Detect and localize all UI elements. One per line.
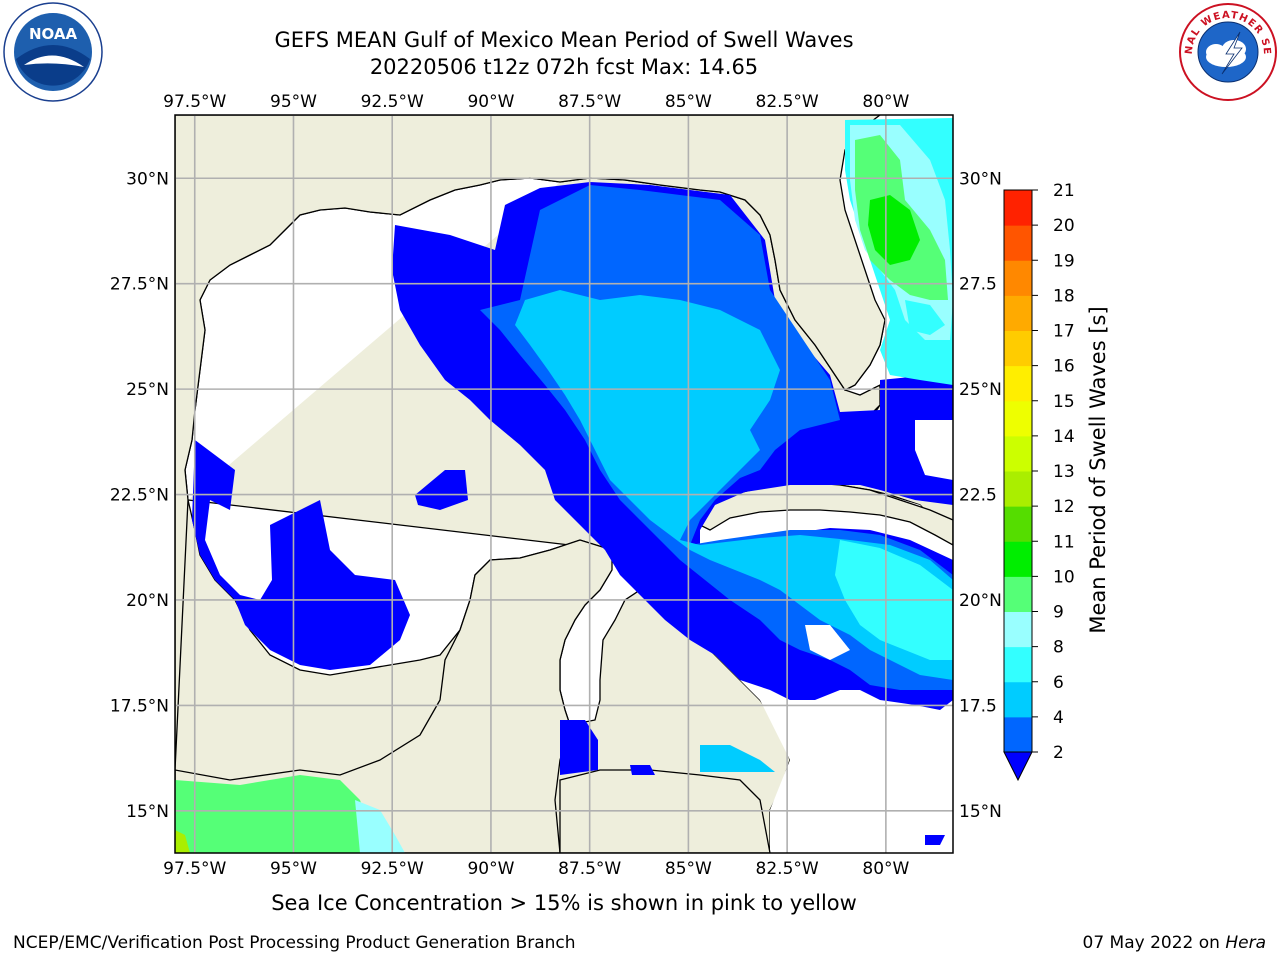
- lat-tick-label-left: 17.5°N: [110, 696, 169, 716]
- contour-se-blob: [925, 835, 945, 845]
- lat-tick-label-left: 30°N: [126, 169, 169, 189]
- lon-tick-label-bottom: 85°W: [665, 859, 712, 879]
- colorbar-tick-label: 14: [1053, 427, 1075, 447]
- contour-honduras-4: [700, 745, 775, 772]
- colorbar-tick-label: 20: [1053, 216, 1075, 236]
- colorbar-segment: [1004, 435, 1032, 472]
- colorbar-segment: [1004, 330, 1032, 367]
- colorbar-segment: [1004, 611, 1032, 648]
- lat-tick-label-right: 30°N: [959, 169, 1002, 189]
- lon-tick-label-bottom: 97.5°W: [163, 859, 226, 879]
- lon-tick-label-top: 95°W: [270, 92, 317, 112]
- lon-tick-label-bottom: 82.5°W: [756, 859, 819, 879]
- colorbar-segment: [1004, 541, 1032, 577]
- chart-subtitle: 20220506 t12z 072h fcst Max: 14.65: [369, 55, 759, 79]
- contour-honduras-blob: [630, 765, 655, 775]
- lon-tick-label-top: 85°W: [665, 92, 712, 112]
- colorbar-tick-label: 17: [1053, 322, 1075, 342]
- lat-tick-label-right: 17.5: [959, 696, 997, 716]
- lon-tick-label-bottom: 87.5°W: [558, 859, 621, 879]
- lon-tick-label-bottom: 92.5°W: [361, 859, 424, 879]
- chart-title: GEFS MEAN Gulf of Mexico Mean Period of …: [274, 28, 854, 52]
- colorbar-tick-label: 13: [1053, 462, 1075, 482]
- colorbar-tick-label: 16: [1053, 357, 1075, 377]
- colorbar-segment: [1004, 576, 1032, 612]
- colorbar-segment: [1004, 681, 1032, 718]
- colorbar-tick-label: 2: [1053, 743, 1064, 763]
- date-stamp: 07 May 2022 on Hera: [1083, 933, 1267, 953]
- colorbar-extend-arrow: [1003, 751, 1033, 782]
- grid-lines: [175, 115, 953, 853]
- map-frame: [174, 114, 954, 854]
- lon-tick-label-top: 90°W: [467, 92, 514, 112]
- contour-atlantic-10: [868, 195, 920, 265]
- lon-tick-label-top: 92.5°W: [361, 92, 424, 112]
- lat-tick-label-left: 22.5°N: [110, 486, 169, 506]
- colorbar-segment: [1004, 716, 1032, 753]
- colorbar-segment: [1004, 190, 1032, 226]
- lat-tick-label-left: 27.5°N: [110, 275, 169, 295]
- colorbar-label: Mean Period of Swell Waves [s]: [1086, 306, 1110, 634]
- sea-ice-note: Sea Ice Concentration > 15% is shown in …: [271, 891, 857, 915]
- contour-honduras-2: [560, 720, 598, 775]
- tick-labels: 97.5°W 97.5°W 95°W 95°W 92.5°W 92.5°W 90°W 90°W…: [110, 92, 1002, 879]
- colorbar-tick-label: 15: [1053, 392, 1075, 412]
- colorbar-segment: [1004, 260, 1032, 296]
- lat-tick-label-left: 15°N: [126, 802, 169, 822]
- lon-tick-label-bottom: 90°W: [467, 859, 514, 879]
- colorbar-segment: [1004, 400, 1032, 437]
- contour-under-2-west: [192, 440, 410, 670]
- lat-tick-label-right: 22.5: [959, 486, 997, 506]
- colorbar: 2 4 6 8 9 10 11 12 13 14 15 16 17 18 19 20 21: [1003, 181, 1075, 782]
- lat-tick-label-right: 27.5: [959, 275, 997, 295]
- lon-tick-label-top: 87.5°W: [558, 92, 621, 112]
- colorbar-segment: [1004, 506, 1032, 542]
- credit-text: NCEP/EMC/Verification Post Processing Pr…: [13, 933, 576, 953]
- colorbar-segment: [1004, 225, 1032, 261]
- lon-tick-label-top: 80°W: [862, 92, 909, 112]
- contour-pacific-11: [175, 830, 190, 853]
- lat-tick-label-left: 20°N: [126, 591, 169, 611]
- colorbar-tick-label: 21: [1053, 181, 1075, 201]
- colorbar-tick-label: 6: [1053, 673, 1064, 693]
- colorbar-tick-label: 8: [1053, 638, 1064, 658]
- lat-tick-label-right: 20°N: [959, 591, 1002, 611]
- colorbar-segment: [1004, 295, 1032, 331]
- colorbar-segment: [1004, 365, 1032, 402]
- date-text: 07 May 2022 on: [1082, 933, 1220, 953]
- contour-cay-gap: [805, 625, 850, 660]
- contour-east-gap: [915, 420, 953, 480]
- colorbar-tick-label: 4: [1053, 708, 1064, 728]
- colorbar-tick-label: 19: [1053, 251, 1075, 271]
- map-area: [175, 115, 953, 853]
- lon-tick-label-top: 82.5°W: [756, 92, 819, 112]
- lon-tick-label-bottom: 95°W: [270, 859, 317, 879]
- lon-tick-label-top: 97.5°W: [163, 92, 226, 112]
- colorbar-segment: [1004, 646, 1032, 683]
- colorbar-tick-label: 10: [1053, 567, 1075, 587]
- lat-tick-label-right: 15°N: [959, 802, 1002, 822]
- noaa-logo: NOAA: [3, 2, 103, 102]
- lon-tick-label-bottom: 80°W: [862, 859, 909, 879]
- host-text: Hera: [1225, 933, 1266, 953]
- contour-pacific-9: [175, 775, 375, 853]
- contour-under-2-blob: [415, 470, 468, 510]
- lat-tick-label-right: 25°N: [959, 380, 1002, 400]
- colorbar-tick-label: 9: [1053, 603, 1064, 623]
- colorbar-tick-label: 18: [1053, 286, 1075, 306]
- contour-atlantic-low: [905, 300, 945, 335]
- colorbar-segment: [1004, 471, 1032, 507]
- lat-tick-label-left: 25°N: [126, 380, 169, 400]
- nws-logo: NATIONAL WEATHER SERVICE: [1178, 2, 1277, 101]
- colorbar-tick-label: 11: [1053, 532, 1075, 552]
- noaa-logo-text: NOAA: [29, 25, 78, 43]
- colorbar-tick-label: 12: [1053, 497, 1075, 517]
